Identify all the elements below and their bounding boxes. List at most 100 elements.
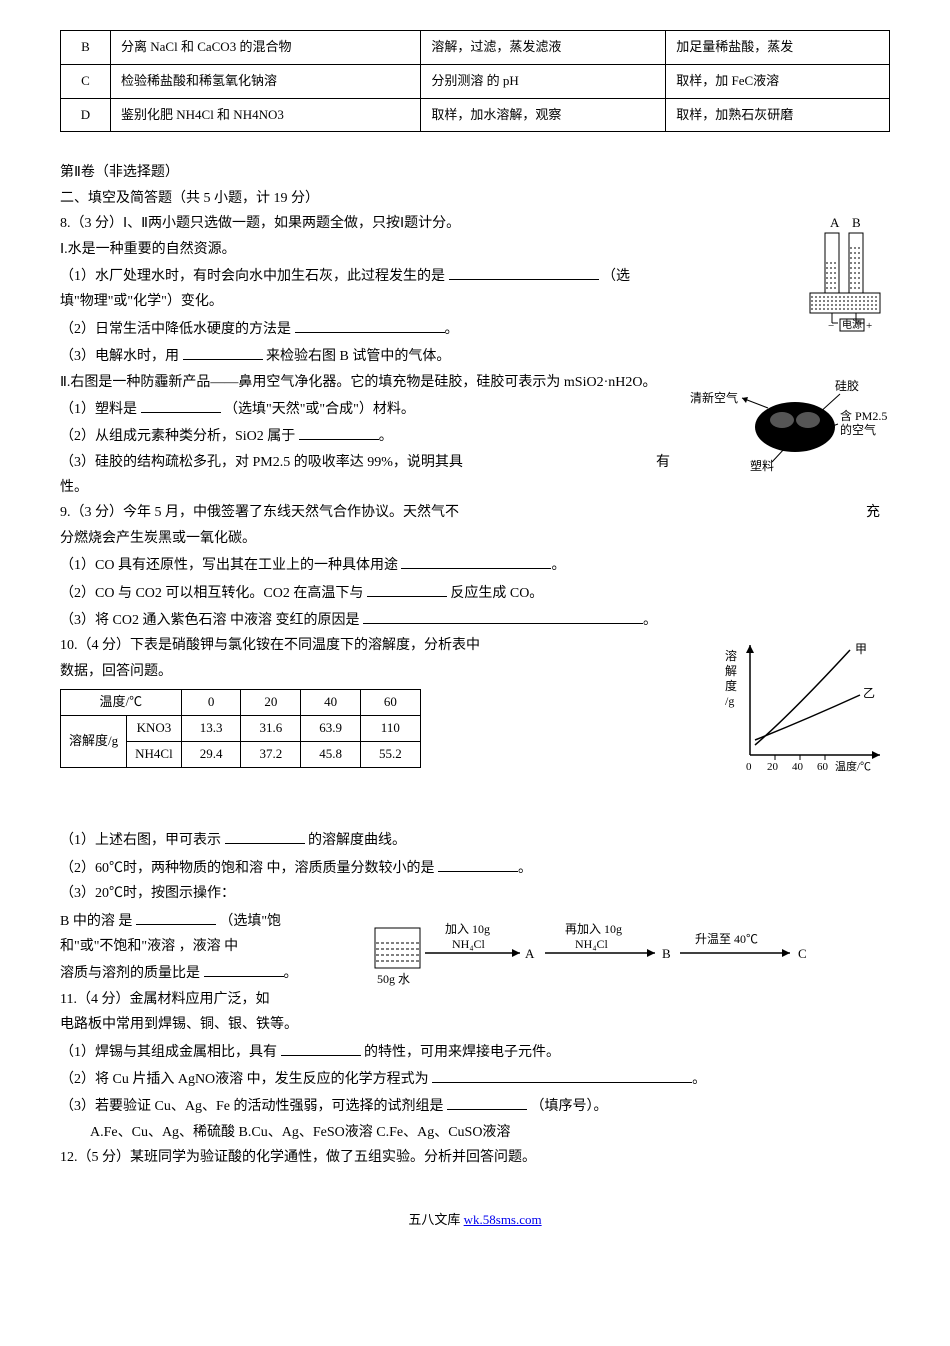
fresh-air-label: 清新空气 [690,390,738,405]
text: （填序号）。 [530,1099,607,1114]
battery-label: 电源 [842,318,862,331]
cell: 取样，加熟石灰研磨 [666,98,890,132]
label-a: A [830,215,840,230]
add2a: 再加入 10g [565,922,622,936]
table-row: C 检验稀盐酸和稀氢氧化钠溶 分别测溶 的 pH 取样，加 FeC液溶 [61,64,890,98]
cell: 溶解，过滤，蒸发滤液 [421,31,666,65]
heat-label: 升温至 40℃ [695,932,758,946]
text: 的特性，可用来焊接电子元件。 [364,1045,560,1060]
blank [225,828,305,844]
nose-purifier-diagram: 清新空气 硅胶 含 PM2.5 的空气 塑料 [690,372,900,482]
cell: 温度/℃ [61,690,182,716]
blank [183,344,263,360]
cell: 31.6 [241,716,301,742]
svg-text:解: 解 [725,664,737,678]
q9-title-c: 分燃烧会产生炭黑或一氧化碳。 [60,528,890,550]
cell: 13.3 [181,716,241,742]
q11-title-b: 电路板中常用到焊锡、铜、银、铁等。 [60,1014,890,1036]
cell: 55.2 [360,741,420,767]
text: 9.（3 分）今年 5 月，中俄签署了东线天然气合作协议。天然气不 [60,505,459,520]
blank [367,581,447,597]
curve-2-label: 乙 [863,686,875,700]
solubility-svg: 溶 解 度 /g 0 20 40 60 温度/℃ 甲 乙 [720,635,900,795]
q9-2: （2）CO 与 CO2 可以相互转化。CO2 在高温下与 反应生成 CO。 [60,581,890,605]
solubility-table: 温度/℃ 0 20 40 60 溶解度/g KNO3 13.3 31.6 63.… [60,689,421,767]
text: 有 [656,452,670,474]
blank [363,608,643,624]
q10-wrap: 溶 解 度 /g 0 20 40 60 温度/℃ 甲 乙 10.（4 分）下表是… [60,635,890,795]
svg-text:40: 40 [792,761,804,773]
purifier-svg: 清新空气 硅胶 含 PM2.5 的空气 塑料 [690,372,900,482]
label-b: B [852,215,861,230]
text: （选 [602,269,630,284]
text: （选填"饱 [219,914,281,929]
text: （2）CO 与 CO2 可以相互转化。CO2 在高温下与 [60,586,363,601]
cell: 29.4 [181,741,241,767]
cell: 加足量稀盐酸，蒸发 [666,31,890,65]
svg-text:20: 20 [767,761,779,773]
cell-id: C [61,64,111,98]
text: （2）将 Cu 片插入 AgNO液溶 中，发生反应的化学方程式为 [60,1072,429,1087]
q9-title: 9.（3 分）今年 5 月，中俄签署了东线天然气合作协议。天然气不 充 [60,502,890,524]
label-b: B [662,946,671,961]
table-row: D 鉴别化肥 NH4Cl 和 NH4NO3 取样，加水溶解，观察 取样，加熟石灰… [61,98,890,132]
cell: 63.9 [301,716,361,742]
cell: 取样，加 FeC液溶 [666,64,890,98]
svg-text:度: 度 [725,678,737,693]
electrolysis-diagram: A B − + 电源 [770,213,890,343]
q11-1: （1）焊锡与其组成金属相比，具有 的特性，可用来焊接电子元件。 [60,1040,890,1064]
q8-i-2: （2）日常生活中降低水硬度的方法是 。 [60,317,890,341]
blank [438,856,518,872]
blank [141,397,221,413]
text: （2）60℃时，两种物质的饱和溶 中，溶质质量分数较小的是 [60,861,435,876]
cell: 45.8 [301,741,361,767]
cell: 20 [241,690,301,716]
svg-text:−: − [828,320,834,332]
q8-i-title: Ⅰ.水是一种重要的自然资源。 [60,239,890,261]
top-data-table: B 分离 NaCl 和 CaCO3 的混合物 溶解，过滤，蒸发滤液 加足量稀盐酸… [60,30,890,132]
q8-title: 8.（3 分）Ⅰ、Ⅱ两小题只选做一题，如果两题全做，只按Ⅰ题计分。 [60,213,890,235]
blank [295,317,445,333]
table-row: 溶解度/g KNO3 13.3 31.6 63.9 110 [61,716,421,742]
blank [449,264,599,280]
text: （3）硅胶的结构疏松多孔，对 PM2.5 的吸收率达 99%，说明其具 [60,455,463,470]
footer: 五八文库 wk.58sms.com [60,1210,890,1231]
cell: 40 [301,690,361,716]
text: （3）若要验证 Cu、Ag、Fe 的活动性强弱，可选择的试剂组是 [60,1099,443,1114]
cell: 鉴别化肥 NH4Cl 和 NH4NO3 [111,98,421,132]
blank [432,1067,692,1083]
text: 反应生成 CO。 [450,586,543,601]
add2b: NH₄Cl [575,937,609,951]
silica-label: 硅胶 [835,378,859,393]
svg-text:60: 60 [817,761,829,773]
text: 溶质与溶剂的质量比是 [60,966,200,981]
blank [447,1094,527,1110]
text: 的溶解度曲线。 [308,833,406,848]
q10-2: （2）60℃时，两种物质的饱和溶 中，溶质质量分数较小的是 。 [60,856,890,880]
cell: NH4Cl [127,741,182,767]
q12: 12.（5 分）某班同学为验证酸的化学通性，做了五组实验。分析并回答问题。 [60,1147,890,1169]
text: （1）塑料是 [60,402,137,417]
text: （1）水厂处理水时，有时会向水中加生石灰，此过程发生的是 [60,269,445,284]
solubility-chart: 溶 解 度 /g 0 20 40 60 温度/℃ 甲 乙 [720,635,900,795]
text: （3）电解水时，用 [60,349,179,364]
text: （1）焊锡与其组成金属相比，具有 [60,1045,277,1060]
pm25-label-b: 的空气 [840,422,876,437]
plastic-label: 塑料 [750,458,774,473]
blank [281,1040,361,1056]
text: （选填"天然"或"合成"）材料。 [224,402,415,417]
text: （1）CO 具有还原性，写出其在工业上的一种具体用途 [60,558,398,573]
part-2-title: 第Ⅱ卷（非选择题） [60,162,890,184]
cell: 110 [360,716,420,742]
add1a: 加入 10g [445,922,490,936]
q8-i-1c: 填"物理"或"化学"）变化。 [60,291,890,313]
curve-1-label: 甲 [855,642,867,656]
cell: 分离 NaCl 和 CaCO3 的混合物 [111,31,421,65]
svg-text:温度/℃: 温度/℃ [835,759,871,773]
blank [401,553,551,569]
cell: 检验稀盐酸和稀氢氧化钠溶 [111,64,421,98]
svg-text:溶: 溶 [725,648,737,663]
text: B 中的溶 是 [60,914,132,929]
svg-text:+: + [866,320,872,332]
footer-link[interactable]: wk.58sms.com [464,1212,542,1227]
